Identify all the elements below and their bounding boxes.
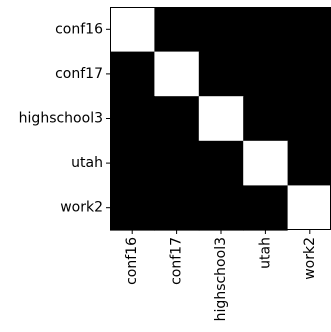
x-tick-label: utah bbox=[257, 237, 273, 269]
y-tick-label: work2 bbox=[60, 200, 103, 216]
x-tick-label: highschool3 bbox=[213, 237, 229, 321]
heatmap-cell-highschool3-utah bbox=[243, 96, 289, 142]
heatmap-cell-work2-utah bbox=[243, 185, 289, 231]
heatmap-cell-conf16-highschool3 bbox=[198, 7, 244, 53]
heatmap-cell-utah-utah bbox=[243, 140, 289, 186]
heatmap-cell-highschool3-conf16 bbox=[110, 96, 155, 142]
heatmap-cells bbox=[110, 7, 331, 231]
heatmap-cell-work2-work2 bbox=[287, 185, 331, 231]
y-tick-label: utah bbox=[71, 155, 103, 171]
y-tick-label: highschool3 bbox=[19, 111, 103, 127]
x-tick-label: conf16 bbox=[124, 237, 140, 285]
heatmap-cell-conf17-work2 bbox=[287, 51, 331, 97]
heatmap-cell-highschool3-conf17 bbox=[154, 96, 200, 142]
heatmap-cell-conf16-utah bbox=[243, 7, 289, 53]
heatmap-cell-work2-conf16 bbox=[110, 185, 155, 231]
heatmap-cell-utah-work2 bbox=[287, 140, 331, 186]
heatmap-cell-work2-conf17 bbox=[154, 185, 200, 231]
heatmap-cell-utah-conf16 bbox=[110, 140, 155, 186]
heatmap-cell-highschool3-highschool3 bbox=[198, 96, 244, 142]
heatmap-cell-conf17-conf16 bbox=[110, 51, 155, 97]
heatmap-cell-utah-conf17 bbox=[154, 140, 200, 186]
y-axis-ticks: conf16 conf17 highschool3 utah work2 bbox=[19, 21, 110, 216]
y-tick-label: conf16 bbox=[55, 21, 103, 37]
heatmap-cell-work2-highschool3 bbox=[198, 185, 244, 231]
heatmap-cell-conf17-highschool3 bbox=[198, 51, 244, 97]
x-axis-ticks: conf16 conf17 highschool3 utah work2 bbox=[124, 230, 318, 321]
heatmap-cell-highschool3-work2 bbox=[287, 96, 331, 142]
x-tick-label: work2 bbox=[302, 237, 318, 280]
heatmap-cell-conf16-conf16 bbox=[110, 7, 155, 53]
heatmap-cell-conf16-work2 bbox=[287, 7, 331, 53]
heatmap-cell-conf16-conf17 bbox=[154, 7, 200, 53]
heatmap-cell-conf17-conf17 bbox=[154, 51, 200, 97]
heatmap-cell-utah-highschool3 bbox=[198, 140, 244, 186]
x-tick-label: conf17 bbox=[169, 237, 185, 285]
heatmap-cell-conf17-utah bbox=[243, 51, 289, 97]
y-tick-label: conf17 bbox=[55, 66, 103, 82]
